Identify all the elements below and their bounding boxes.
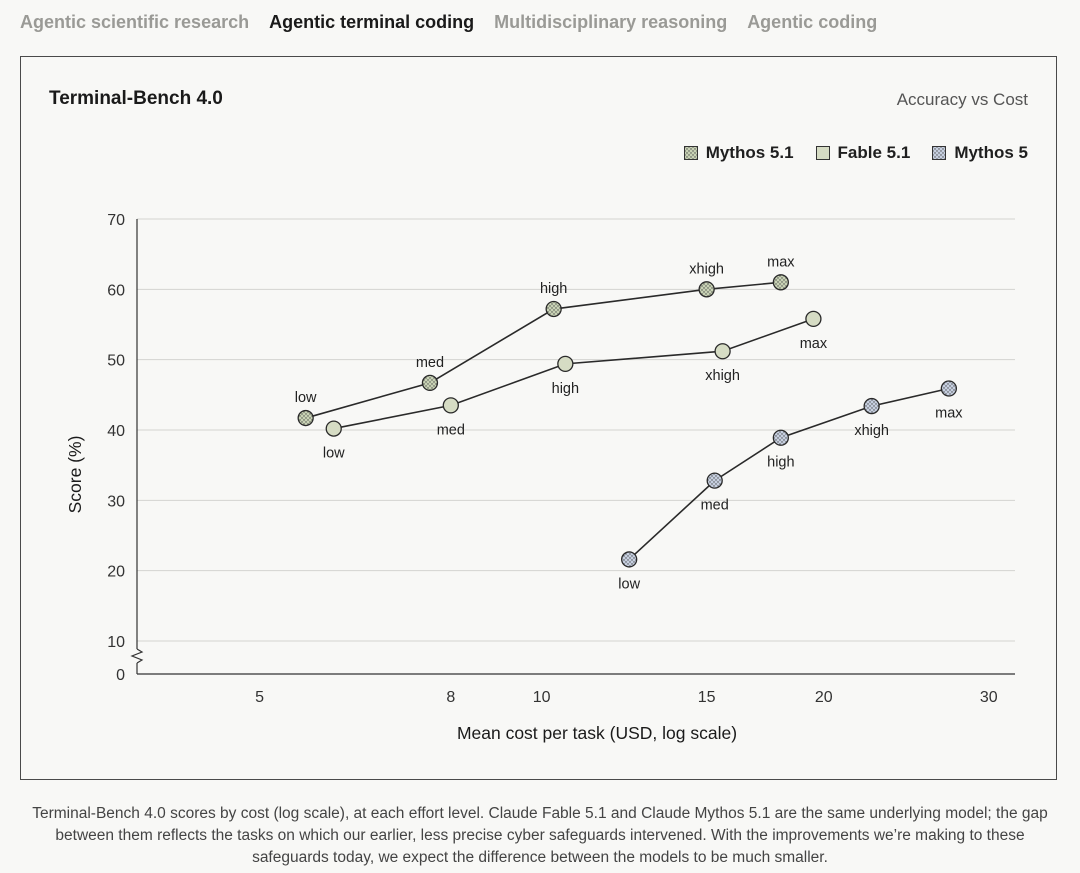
y-axis-title: Score (%) <box>65 436 85 514</box>
x-tick-label-15: 15 <box>698 689 716 706</box>
point-label-mythos-5-1-low: low <box>295 390 317 406</box>
legend-label-mythos-5-1: Mythos 5.1 <box>705 143 794 162</box>
legend-swatch-mythos-5 <box>932 146 947 160</box>
point-fable-5-1-high <box>557 355 574 373</box>
point-mythos-5-xhigh <box>863 397 880 415</box>
x-tick-label-30: 30 <box>980 689 998 706</box>
point-fable-5-1-med <box>442 397 459 414</box>
tab-agentic-terminal-coding[interactable]: Agentic terminal coding <box>269 12 475 32</box>
point-mythos-5-low <box>621 551 638 568</box>
legend-label-mythos-5: Mythos 5 <box>954 143 1028 162</box>
y-tick-label-40: 40 <box>107 423 125 440</box>
series-layer <box>297 274 958 568</box>
y-tick-label-30: 30 <box>107 493 125 510</box>
point-label-fable-5-1-max: max <box>800 336 828 352</box>
point-label-fable-5-1-high: high <box>552 381 579 397</box>
series-line-fable-5-1 <box>333 318 814 430</box>
y-axis-break-mark <box>130 648 144 664</box>
point-label-mythos-5-low: low <box>618 576 640 592</box>
tab-bar: Agentic scientific research Agentic term… <box>20 12 877 33</box>
x-tick-label-5: 5 <box>255 689 264 706</box>
point-label-mythos-5-med: med <box>701 498 729 514</box>
y-tick-label-60: 60 <box>107 282 125 299</box>
y-tick-label-0: 0 <box>116 667 125 684</box>
point-mythos-5-1-med <box>421 374 439 392</box>
point-label-mythos-5-1-max: max <box>767 254 795 270</box>
point-mythos-5-1-high <box>545 300 562 318</box>
legend-swatch-mythos-5-1 <box>683 146 698 160</box>
chart-caption: Terminal-Bench 4.0 scores by cost (log s… <box>32 805 1048 866</box>
axis-layer: 0 10 20 30 40 50 60 70 5 8 10 15 20 30 Mean cost per t… <box>65 212 1015 743</box>
y-tick-label-10: 10 <box>107 634 125 651</box>
chart-plot: 0 10 20 30 40 50 60 70 5 8 10 15 20 30 Mean cost per t… <box>65 212 1015 743</box>
point-label-mythos-5-1-high: high <box>540 281 567 297</box>
chart-panel: Terminal-Bench 4.0 Accuracy vs Cost Myth… <box>20 56 1057 780</box>
legend-item-mythos-5-1[interactable]: Mythos 5.1 <box>683 143 794 163</box>
x-axis-title: Mean cost per task (USD, log scale) <box>457 723 737 743</box>
point-label-fable-5-1-xhigh: xhigh <box>705 368 740 384</box>
point-mythos-5-1-max <box>772 274 789 291</box>
x-tick-label-8: 8 <box>446 689 455 706</box>
legend-item-fable-5-1[interactable]: Fable 5.1 <box>815 143 911 163</box>
legend-label-fable-5-1: Fable 5.1 <box>837 143 911 162</box>
legend-swatch-fable-5-1 <box>815 146 830 160</box>
legend-item-mythos-5[interactable]: Mythos 5 <box>932 143 1028 163</box>
point-label-mythos-5-xhigh: xhigh <box>854 423 889 439</box>
chart-title: Terminal-Bench 4.0 <box>49 88 223 109</box>
chart-subtitle: Accuracy vs Cost <box>896 90 1028 109</box>
point-fable-5-1-max <box>805 310 822 328</box>
point-mythos-5-1-low <box>297 409 314 427</box>
point-mythos-5-1-xhigh <box>698 281 715 298</box>
point-mythos-5-med <box>706 472 723 489</box>
tab-agentic-scientific-research[interactable]: Agentic scientific research <box>20 12 250 32</box>
tab-agentic-coding[interactable]: Agentic coding <box>747 12 878 32</box>
y-tick-label-20: 20 <box>107 564 125 581</box>
point-label-mythos-5-1-xhigh: xhigh <box>689 261 724 277</box>
point-mythos-5-high <box>772 429 789 446</box>
y-tick-label-50: 50 <box>107 353 125 370</box>
series-line-mythos-5-1 <box>305 281 781 419</box>
point-label-mythos-5-high: high <box>767 455 794 471</box>
point-label-layer: low med high xhigh max low med high xhigh max low m… <box>295 254 964 592</box>
point-mythos-5-max <box>940 380 958 397</box>
point-fable-5-1-xhigh <box>714 343 731 360</box>
point-fable-5-1-low <box>325 420 342 437</box>
series-line-mythos-5 <box>628 387 950 561</box>
x-tick-label-20: 20 <box>815 689 833 706</box>
tab-multidisciplinary-reasoning[interactable]: Multidisciplinary reasoning <box>494 12 728 32</box>
chart-legend: Mythos 5.1 Fable 5.1 Mythos 5 <box>683 143 1028 163</box>
x-tick-label-10: 10 <box>533 689 551 706</box>
point-label-fable-5-1-low: low <box>323 446 345 462</box>
point-label-mythos-5-1-med: med <box>416 355 444 371</box>
grid-layer <box>137 218 1015 642</box>
point-label-mythos-5-max: max <box>935 406 963 422</box>
point-label-fable-5-1-med: med <box>437 422 465 438</box>
y-tick-label-70: 70 <box>107 212 125 229</box>
